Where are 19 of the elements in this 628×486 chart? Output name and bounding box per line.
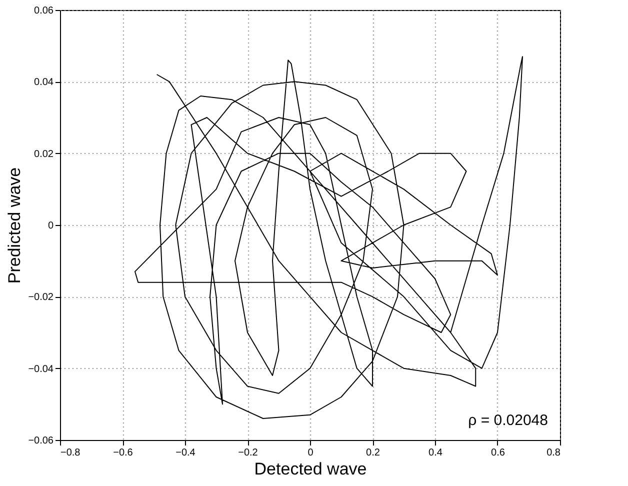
y-tick-label: 0.06 [34, 6, 54, 16]
x-tick-label: 0.2 [366, 448, 380, 458]
y-tick-label: −0.02 [28, 292, 54, 304]
x-tick-label: −0.6 [113, 448, 134, 458]
x-tick-label: 0.4 [428, 448, 443, 458]
y-tick-label: −0.06 [28, 436, 54, 446]
y-tick-label: 0.02 [34, 148, 54, 160]
y-tick-label: −0.04 [28, 364, 54, 375]
y-tick-label: 0.04 [34, 77, 54, 88]
x-tick-label: −0.4 [176, 448, 196, 458]
x-tick-label: 0 [308, 448, 314, 458]
x-axis-title: Detected wave [254, 460, 367, 478]
y-tick-label: 0 [48, 220, 54, 232]
annotation: ρ = 0.02048 [468, 412, 548, 429]
x-tick-label: 0.6 [491, 448, 506, 458]
x-tick-label: 0.8 [546, 448, 561, 458]
y-axis-title: Predicted wave [5, 167, 24, 284]
x-tick-label: −0.8 [60, 448, 81, 458]
x-tick-label: −0.2 [238, 448, 258, 458]
